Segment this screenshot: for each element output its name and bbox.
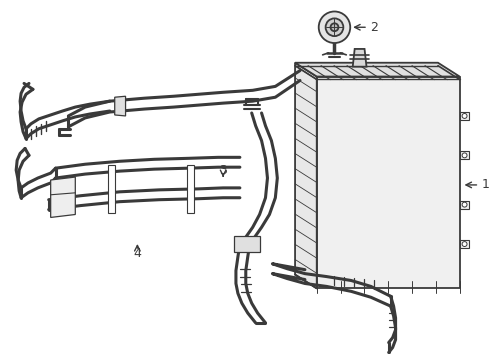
Text: 3: 3 [219,164,227,177]
Circle shape [326,18,343,36]
Circle shape [462,202,467,207]
Circle shape [331,23,339,31]
Text: 2: 2 [370,21,378,34]
Circle shape [462,153,467,158]
Polygon shape [295,63,460,77]
Circle shape [318,12,350,43]
Polygon shape [460,240,469,248]
Polygon shape [187,165,194,212]
Polygon shape [108,165,115,212]
Polygon shape [460,152,469,159]
Polygon shape [115,96,125,116]
Circle shape [462,113,467,118]
Polygon shape [460,112,469,120]
Polygon shape [234,236,260,252]
Circle shape [462,242,467,247]
Polygon shape [295,63,317,288]
Polygon shape [50,177,75,217]
Polygon shape [460,201,469,208]
Text: 1: 1 [481,179,489,192]
Text: 4: 4 [133,247,141,260]
Polygon shape [353,49,367,67]
Polygon shape [317,77,460,288]
